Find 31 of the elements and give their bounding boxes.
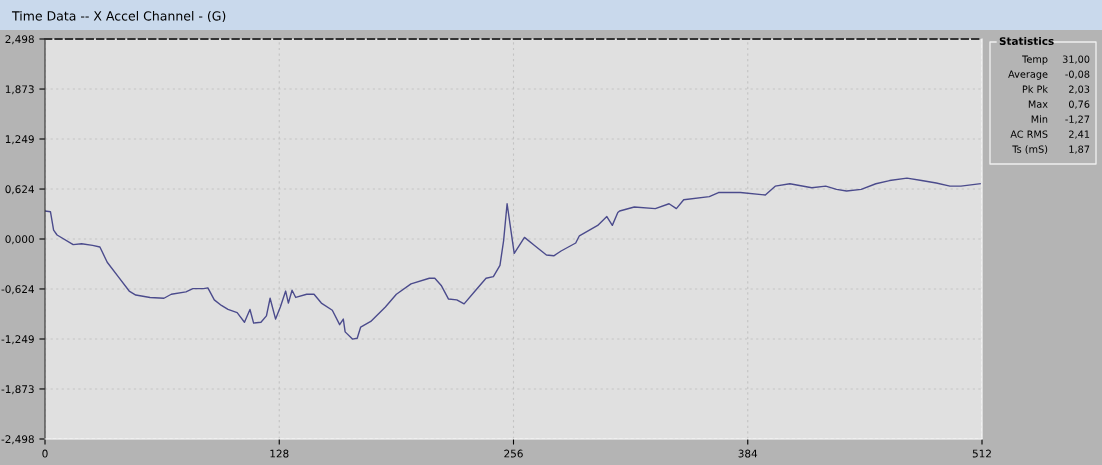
text: Statistics [999,36,1054,46]
line-series [45,177,981,340]
text: Ts (mS) [1012,145,1048,154]
y-tick-label: 1,873 [5,85,34,95]
text: Pk Pk [1022,85,1048,93]
y-tick-label: 0,624 [5,185,34,195]
x-tick-label: 128 [270,449,289,458]
text: Min [1031,115,1048,123]
x-tick-label: 384 [738,449,758,458]
x-tick-label: 0 [42,449,48,458]
text: Temp [1022,55,1048,65]
chart-title: Time Data -- X Accel Channel - (G) [11,10,226,23]
y-tick-label: -1,249 [1,335,34,345]
x-tick-label: 256 [504,449,523,458]
text: Max [1028,100,1048,108]
y-tick-label: -1,873 [1,385,34,395]
y-tick-label: 1,249 [5,135,34,145]
text: 31,00 [1062,55,1090,64]
y-tick-label: -2,498 [1,435,34,445]
text: 1,87 [1069,145,1090,154]
text: 2,41 [1069,130,1090,139]
text: Average [1008,70,1048,80]
text: AC RMS [1010,130,1048,138]
text: -0,08 [1065,70,1090,79]
text: 0,76 [1068,100,1090,109]
y-tick-label: 2,498 [5,35,34,45]
text: -1,27 [1065,115,1090,124]
y-tick-label: -0,624 [1,285,34,295]
x-tick-label: 512 [972,449,991,458]
text: 2,03 [1069,85,1090,94]
y-tick-label: 0,000 [5,235,34,245]
